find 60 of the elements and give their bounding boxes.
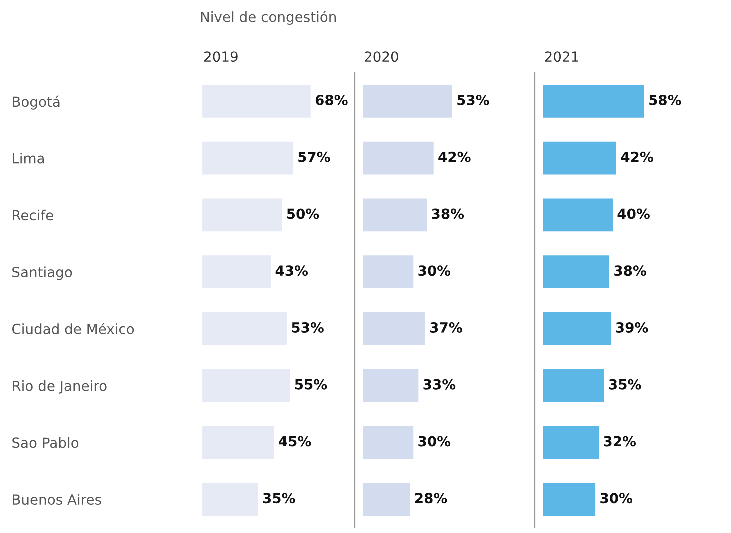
bar bbox=[363, 483, 410, 516]
y-tick-label: Buenos Aires bbox=[13, 494, 102, 506]
bar bbox=[202, 483, 258, 516]
bar bbox=[543, 426, 600, 460]
bar bbox=[363, 84, 452, 118]
bar bbox=[202, 84, 311, 118]
bar bbox=[202, 198, 282, 232]
bar bbox=[543, 142, 616, 175]
data-label: 28% bbox=[416, 493, 448, 504]
data-label: 30% bbox=[600, 493, 633, 504]
bar bbox=[543, 312, 612, 346]
data-label: 42% bbox=[438, 152, 471, 162]
bar bbox=[363, 198, 428, 232]
data-label: 35% bbox=[609, 379, 642, 390]
data-label: 50% bbox=[287, 208, 320, 220]
y-tick-label: Recife bbox=[13, 210, 54, 221]
y-tick-label: Lima bbox=[13, 153, 44, 164]
data-label: 53% bbox=[458, 94, 490, 106]
data-label: 53% bbox=[292, 322, 324, 333]
data-label: 37% bbox=[430, 322, 462, 333]
data-label: 32% bbox=[604, 436, 636, 447]
bar bbox=[543, 369, 604, 402]
data-label: 38% bbox=[614, 266, 646, 276]
data-label: 30% bbox=[418, 266, 451, 276]
bar bbox=[543, 483, 596, 516]
data-label: 40% bbox=[618, 208, 650, 220]
bar bbox=[543, 256, 610, 289]
y-tick-label: Sao Pablo bbox=[12, 437, 79, 448]
data-label: 45% bbox=[279, 436, 312, 447]
bar bbox=[202, 312, 287, 346]
y-tick-label: Rio de Janeiro bbox=[13, 380, 107, 394]
chart-title: 2019 bbox=[204, 52, 238, 62]
y-tick-label: Ciudad de México bbox=[12, 323, 134, 334]
data-label: 39% bbox=[616, 322, 648, 333]
chart-title: 2020 bbox=[365, 52, 398, 62]
bar bbox=[202, 142, 294, 175]
data-label: 55% bbox=[295, 379, 328, 390]
bar bbox=[363, 142, 434, 175]
bar bbox=[202, 256, 272, 289]
data-label: 35% bbox=[263, 493, 296, 504]
data-label: 58% bbox=[650, 94, 682, 106]
bar bbox=[363, 369, 419, 402]
bar bbox=[363, 312, 426, 346]
data-label: 38% bbox=[432, 208, 464, 220]
chart-title: 2021 bbox=[545, 52, 578, 62]
data-label: 68% bbox=[316, 94, 348, 106]
data-label: 33% bbox=[424, 379, 456, 390]
bar bbox=[363, 256, 414, 289]
bar bbox=[363, 426, 414, 460]
data-label: 30% bbox=[418, 436, 451, 447]
y-tick-label: Santiago bbox=[12, 266, 72, 280]
text: Nivel de congestión bbox=[201, 11, 336, 25]
bar bbox=[202, 426, 274, 460]
data-label: 57% bbox=[298, 152, 330, 162]
bar bbox=[543, 84, 644, 118]
bar bbox=[543, 198, 613, 232]
data-label: 43% bbox=[276, 266, 308, 276]
bar bbox=[202, 369, 290, 402]
data-label: 42% bbox=[621, 152, 654, 162]
y-tick-label: Bogotá bbox=[13, 96, 60, 110]
